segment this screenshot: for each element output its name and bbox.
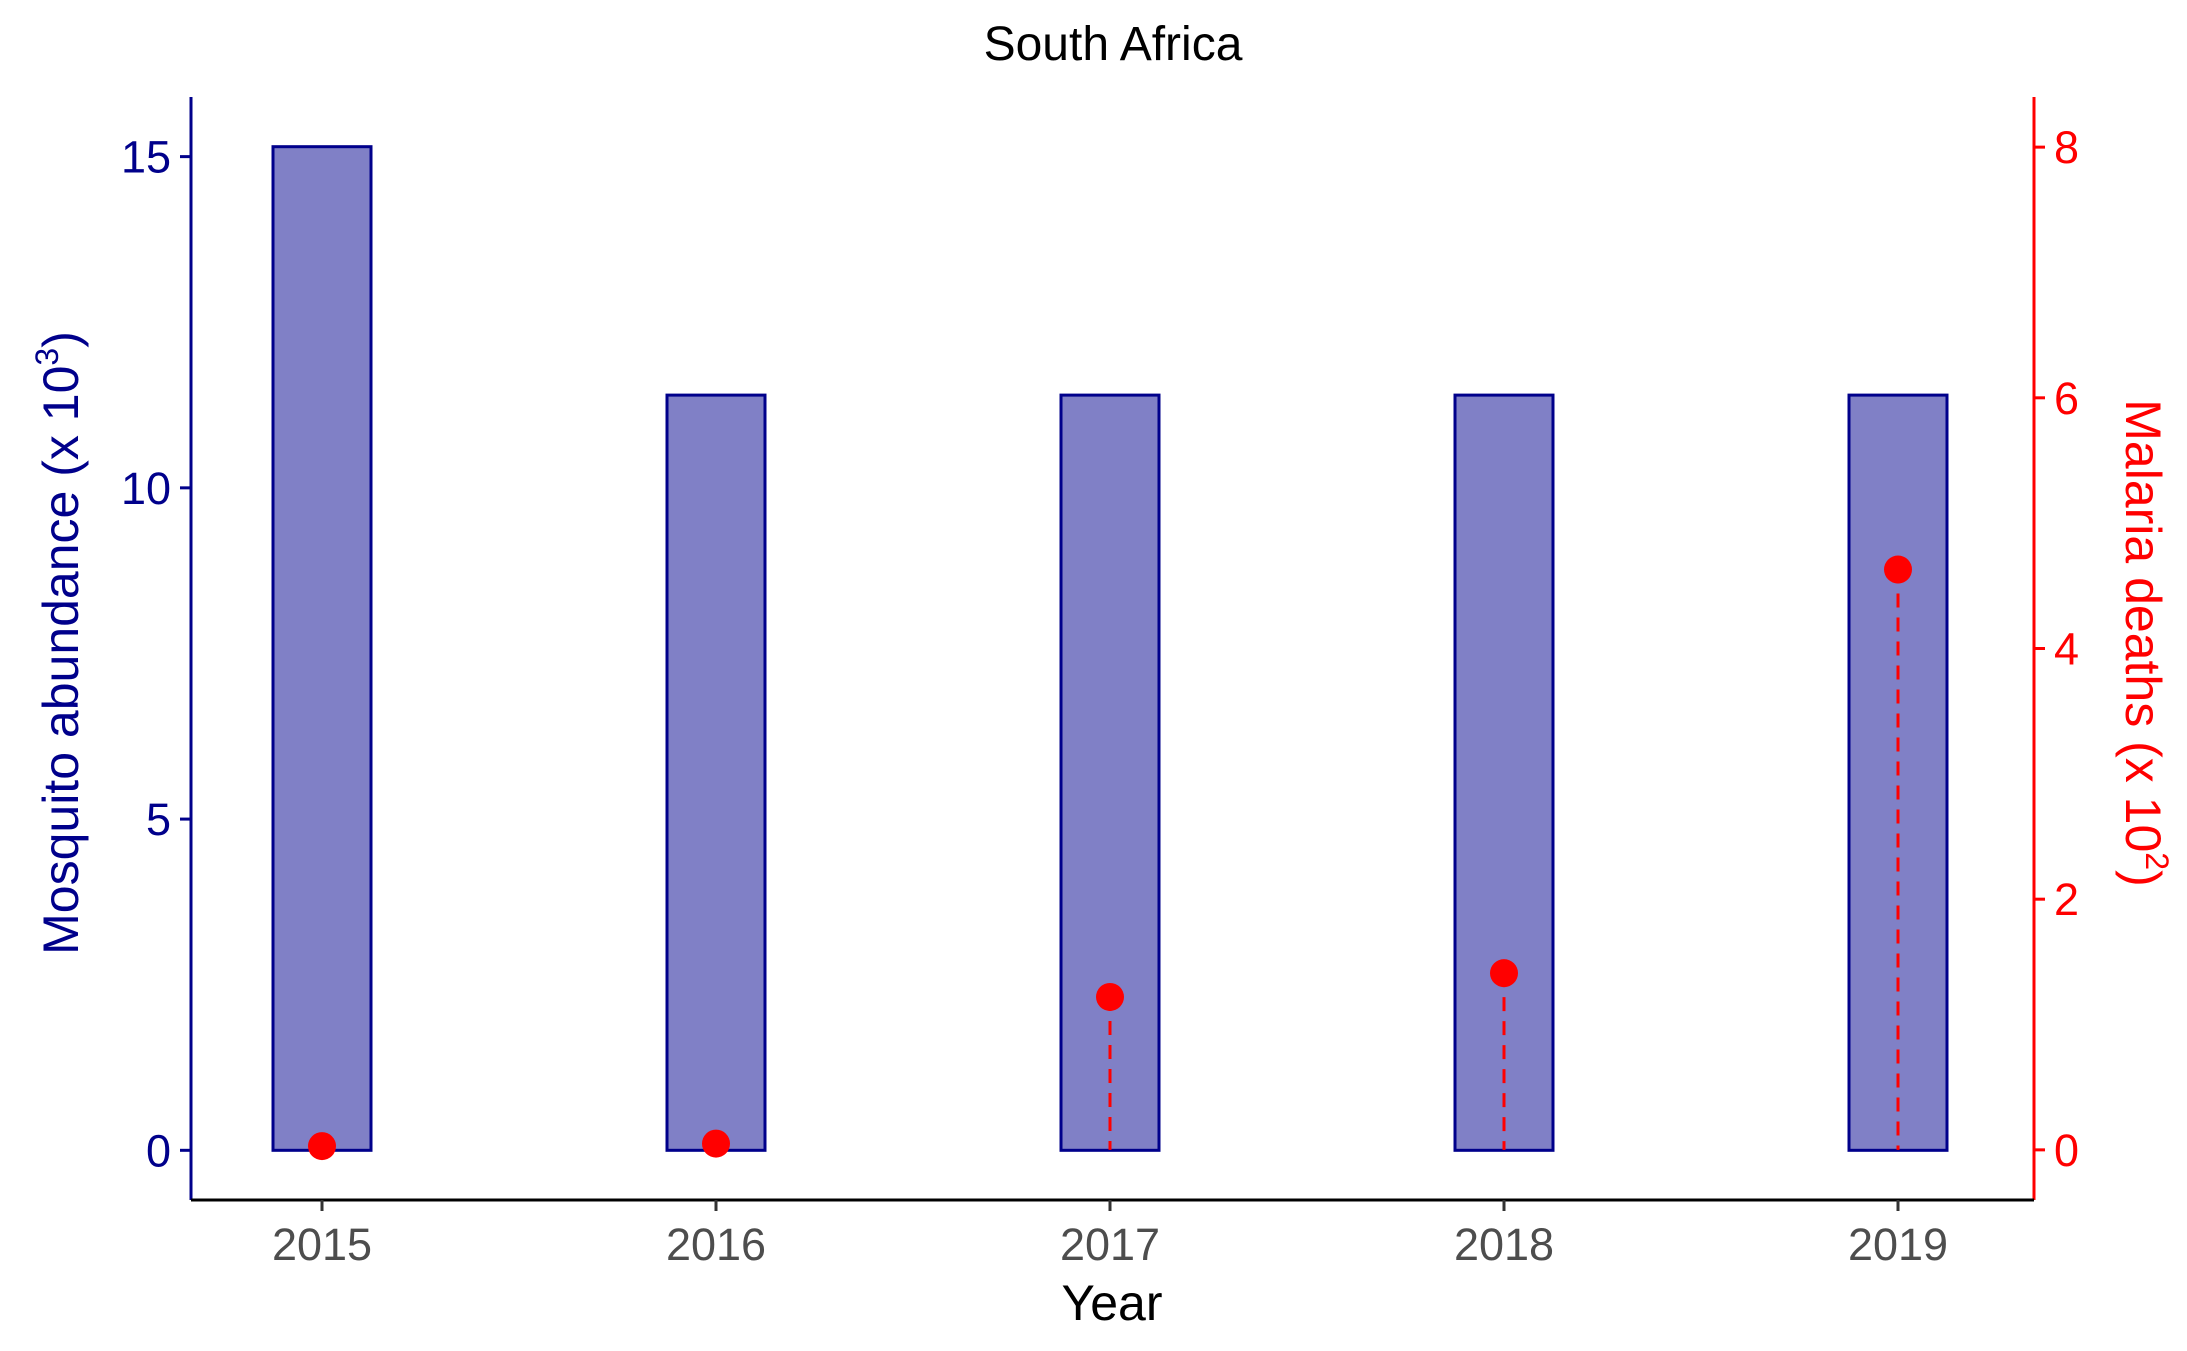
point-2017	[1096, 982, 1124, 1011]
right-axis-title-exponent: 2	[2139, 852, 2175, 870]
left-axis-title-close: )	[33, 331, 89, 348]
right-axis-title-main: Malaria deaths (x 10	[2115, 399, 2171, 852]
right-tick-label: 6	[2054, 373, 2079, 424]
left-tick-label: 15	[121, 132, 171, 183]
left-tick-label: 10	[121, 463, 171, 514]
right-tick-label: 8	[2054, 122, 2079, 173]
bar-2015	[271, 145, 373, 1152]
right-axis-title: Malaria deaths (x 102)	[2115, 399, 2175, 886]
right-tick-label: 0	[2054, 1125, 2079, 1176]
bar-2017	[1059, 393, 1161, 1152]
left-axis-title-main: Mosquito abundance (x 10	[33, 366, 89, 955]
bars-layer	[271, 145, 1949, 1152]
point-2019	[1884, 555, 1912, 584]
x-tick-label: 2015	[272, 1219, 372, 1270]
point-2015	[308, 1132, 336, 1161]
right-ticks: 0 2 4 6 8	[2034, 122, 2079, 1176]
right-tick-label: 2	[2054, 874, 2079, 925]
x-tick-label: 2019	[1848, 1219, 1948, 1270]
bar-2018	[1453, 393, 1555, 1152]
left-axis-title-exponent: 3	[29, 348, 65, 366]
x-tick-label: 2018	[1454, 1219, 1554, 1270]
chart-title: South Africa	[984, 18, 1243, 71]
left-axis-title: Mosquito abundance (x 103)	[29, 331, 89, 955]
right-axis-title-close: )	[2115, 870, 2171, 887]
left-ticks: 0 5 10 15	[121, 132, 191, 1176]
left-tick-label: 0	[146, 1125, 171, 1176]
stems-layer	[1108, 569, 1900, 1150]
x-tick-label: 2016	[666, 1219, 766, 1270]
right-tick-label: 4	[2054, 624, 2079, 675]
points-layer	[308, 555, 1912, 1161]
x-ticks: 2015 2016 2017 2018 2019	[272, 1200, 1948, 1270]
point-2016	[702, 1129, 730, 1158]
bar-2016	[665, 393, 767, 1152]
x-tick-label: 2017	[1060, 1219, 1160, 1270]
point-2018	[1490, 959, 1518, 988]
x-axis-title: Year	[1061, 1275, 1162, 1331]
left-tick-label: 5	[146, 794, 171, 845]
